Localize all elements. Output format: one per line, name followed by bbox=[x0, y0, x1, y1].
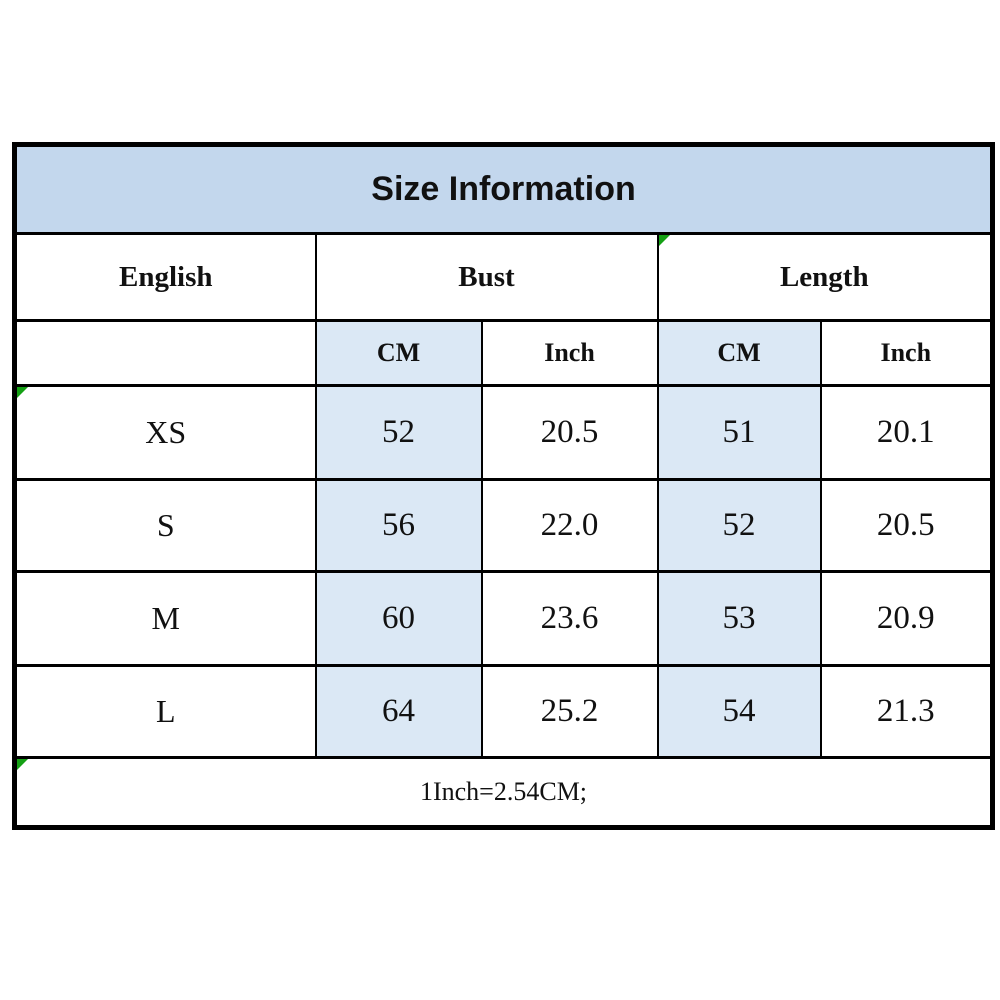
length-cm-value: 52 bbox=[656, 478, 822, 573]
cell-corner-marker bbox=[659, 236, 670, 246]
size-information-table: Size Information English Bust Length CM … bbox=[12, 142, 996, 830]
bust-cm-value: 56 bbox=[314, 478, 483, 573]
size-label-m: M bbox=[13, 570, 317, 667]
length-inch-value: 21.3 bbox=[819, 664, 994, 759]
header-length: Length bbox=[656, 232, 994, 322]
unit-header-empty bbox=[13, 319, 317, 387]
header-english: English bbox=[13, 232, 317, 322]
bust-cm-value: 64 bbox=[314, 664, 483, 759]
table-row-l: L 64 25.2 54 21.3 bbox=[13, 664, 994, 759]
length-cm-value: 53 bbox=[656, 570, 822, 667]
bust-inch-value: 25.2 bbox=[480, 664, 659, 759]
unit-header-row: CM Inch CM Inch bbox=[13, 319, 994, 387]
size-label-xs: XS bbox=[13, 384, 317, 481]
length-cm-value: 51 bbox=[656, 384, 822, 481]
header-length-label: Length bbox=[779, 260, 869, 293]
unit-header-length-inch: Inch bbox=[819, 319, 994, 387]
footer-row: 1Inch=2.54CM; bbox=[13, 756, 994, 829]
bust-cm-value: 52 bbox=[314, 384, 483, 481]
unit-header-bust-inch: Inch bbox=[480, 319, 659, 387]
size-label-l: L bbox=[13, 664, 317, 759]
length-inch-value: 20.9 bbox=[819, 570, 994, 667]
conversion-note: 1Inch=2.54CM; bbox=[13, 756, 994, 829]
size-label-s: S bbox=[13, 478, 317, 573]
cell-corner-marker bbox=[17, 388, 28, 398]
table-row-m: M 60 23.6 53 20.9 bbox=[13, 570, 994, 667]
conversion-note-text: 1Inch=2.54CM; bbox=[419, 777, 588, 806]
cell-corner-marker bbox=[17, 760, 28, 770]
bust-inch-value: 20.5 bbox=[480, 384, 659, 481]
table-row-xs: XS 52 20.5 51 20.1 bbox=[13, 384, 994, 481]
bust-inch-value: 23.6 bbox=[480, 570, 659, 667]
title-row: Size Information bbox=[13, 143, 994, 235]
length-inch-value: 20.1 bbox=[819, 384, 994, 481]
group-header-row: English Bust Length bbox=[13, 232, 994, 322]
table-row-s: S 56 22.0 52 20.5 bbox=[13, 478, 994, 573]
bust-inch-value: 22.0 bbox=[480, 478, 659, 573]
header-bust: Bust bbox=[314, 232, 659, 322]
length-cm-value: 54 bbox=[656, 664, 822, 759]
bust-cm-value: 60 bbox=[314, 570, 483, 667]
length-inch-value: 20.5 bbox=[819, 478, 994, 573]
size-label-text: XS bbox=[145, 414, 187, 450]
unit-header-bust-cm: CM bbox=[314, 319, 483, 387]
unit-header-length-cm: CM bbox=[656, 319, 822, 387]
table-title: Size Information bbox=[13, 143, 994, 235]
